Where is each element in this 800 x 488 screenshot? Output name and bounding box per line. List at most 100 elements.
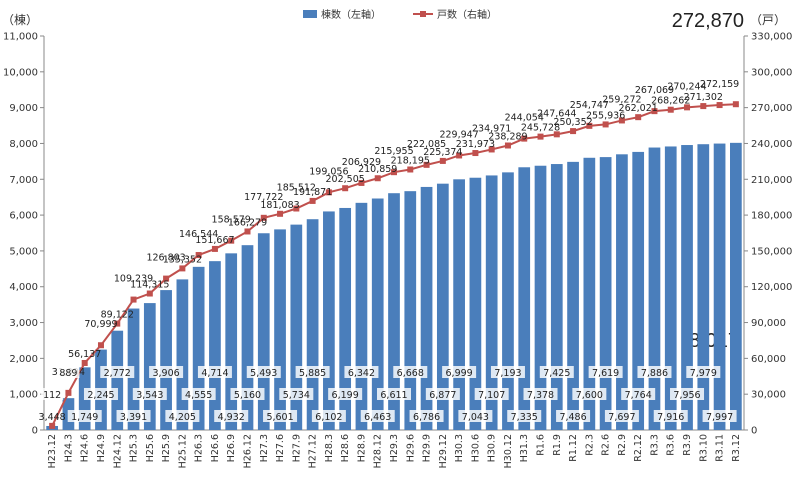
bar xyxy=(502,172,514,431)
line-data-label: 109,239 xyxy=(114,274,153,285)
bar-data-label: 7,193 xyxy=(494,368,521,379)
bar-data-label: 7,979 xyxy=(690,368,717,379)
x-tick-label: H26.3 xyxy=(194,434,205,462)
line-data-label: 215,955 xyxy=(374,146,413,157)
bar xyxy=(290,224,303,430)
bar xyxy=(388,193,400,430)
line-data-label: 250,352 xyxy=(553,117,592,128)
bar-label-bg xyxy=(41,388,64,400)
bar-label-bg xyxy=(360,410,395,422)
bar-data-label: 6,786 xyxy=(413,412,440,423)
bar-label-bg xyxy=(165,410,200,422)
left-tick-label: 5,000 xyxy=(9,246,38,257)
legend-label-buildings: 棟数（左軸） xyxy=(321,8,381,21)
bar-label-bg xyxy=(507,410,542,422)
right-tick-label: 300,000 xyxy=(751,67,792,78)
bar xyxy=(583,157,596,431)
bar-data-label: 5,493 xyxy=(250,368,277,379)
bar-label-bg xyxy=(214,410,249,422)
bar-label-bg xyxy=(116,410,151,422)
bar-label-bg xyxy=(181,388,216,400)
line-data-label: 244,054 xyxy=(505,113,544,124)
line-point xyxy=(618,117,625,124)
line-point xyxy=(667,106,674,113)
bar-data-label: 4,932 xyxy=(218,412,245,423)
right-tick-label: 60,000 xyxy=(751,354,786,365)
x-tick-label: H25.12 xyxy=(177,434,188,468)
line-point xyxy=(244,228,251,235)
bar xyxy=(371,198,384,430)
bar xyxy=(599,157,612,431)
bar-data-label: 6,611 xyxy=(380,390,407,401)
bar-data-label: 6,199 xyxy=(332,390,359,401)
bar-data-label: 6,999 xyxy=(446,368,473,379)
bar xyxy=(648,147,661,430)
x-tick-label: R1.6 xyxy=(536,434,547,456)
x-tick-label: H24.12 xyxy=(112,434,123,468)
line-data-label: 231,973 xyxy=(456,139,495,150)
bar-label-bg xyxy=(442,366,477,378)
bar xyxy=(339,207,352,430)
bar xyxy=(518,167,531,431)
plot-area: 0 1,000 2,000 3,000 4,000 5,000 6,000 7,000 8,00… xyxy=(3,32,792,469)
bar-label-bg xyxy=(539,366,574,378)
line-point xyxy=(537,133,544,140)
line-data-label: 262,021 xyxy=(619,103,658,114)
line-data-label: 56,137 xyxy=(68,349,101,360)
bar-label-bg xyxy=(670,388,705,400)
line-data-label: 135,352 xyxy=(163,254,202,265)
bar-data-label: 7,997 xyxy=(706,412,733,423)
bar-data-label: 112 xyxy=(43,390,61,401)
x-tick-label: R2.12 xyxy=(633,434,644,462)
line-point xyxy=(260,214,267,221)
bar-label-bg xyxy=(490,366,525,378)
right-tick-label: 270,000 xyxy=(751,103,792,114)
x-tick-label: H25.6 xyxy=(145,434,156,462)
line-point xyxy=(635,114,642,121)
bar xyxy=(404,191,417,430)
line-point xyxy=(277,210,284,217)
x-tick-label: H27.12 xyxy=(308,434,319,468)
bar-data-label: 5,160 xyxy=(234,390,261,401)
line-point xyxy=(179,265,186,272)
bar-label-bg xyxy=(409,410,444,422)
line-data-label: 254,747 xyxy=(570,100,609,111)
bar-label-bg xyxy=(653,410,688,422)
line-data-label: 272,159 xyxy=(700,79,739,90)
bar xyxy=(257,233,270,430)
line-data-label: 3,448 xyxy=(39,412,66,423)
bar-label-bg xyxy=(572,388,607,400)
right-tick-label: 90,000 xyxy=(751,318,786,329)
bar-data-label: 1,749 xyxy=(71,412,98,423)
bar-label-bg xyxy=(100,366,135,378)
bar xyxy=(534,165,547,430)
bar-data-label: 7,107 xyxy=(478,390,505,401)
bar xyxy=(225,253,238,430)
line-data-label: 222,085 xyxy=(407,139,446,150)
bar xyxy=(632,151,645,430)
line-point xyxy=(570,128,577,135)
right-tick-label: 330,000 xyxy=(751,32,792,43)
line-point xyxy=(684,104,691,111)
bar xyxy=(111,330,124,430)
right-tick-label: 30,000 xyxy=(751,390,786,401)
legend-marker-units xyxy=(420,11,426,17)
right-tick-label: 120,000 xyxy=(751,282,792,293)
line-data-label: 177,722 xyxy=(244,192,283,203)
bar xyxy=(550,164,563,431)
x-tick-label: H28.6 xyxy=(340,434,351,462)
line-data-label: 202,505 xyxy=(326,174,365,185)
bar-label-bg xyxy=(197,366,232,378)
bar-label-bg xyxy=(702,410,737,422)
line-data-label: 268,262 xyxy=(651,96,690,107)
right-tick-label: 150,000 xyxy=(751,246,792,257)
line-point xyxy=(504,142,511,149)
bar-label-bg xyxy=(377,388,411,400)
right-tick-label: 240,000 xyxy=(751,139,792,150)
bar-data-label: 6,102 xyxy=(315,412,342,423)
x-tick-label: H26.12 xyxy=(242,434,253,468)
legend-label-units: 戸数（右軸） xyxy=(437,8,497,21)
bar-data-label: 4,714 xyxy=(201,368,228,379)
line-point xyxy=(488,146,495,153)
line-data-label: 225,374 xyxy=(423,147,462,158)
